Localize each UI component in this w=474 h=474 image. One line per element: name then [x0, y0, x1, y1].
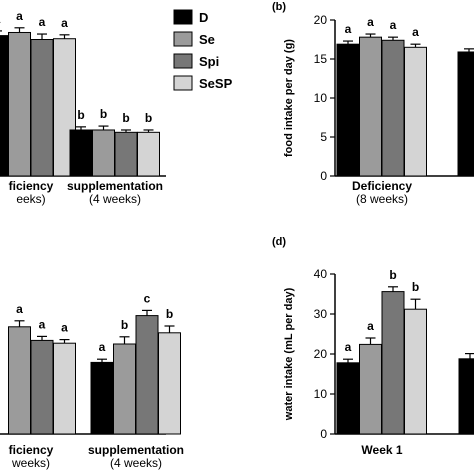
bar-D-1	[69, 129, 93, 177]
category-label: ficiency	[9, 443, 54, 457]
significance-letter: a	[345, 340, 352, 354]
y-tick-label: 20	[314, 13, 328, 27]
y-tick-label: 15	[314, 52, 328, 66]
bar-Spi-0	[30, 339, 54, 435]
significance-letter: a	[16, 302, 23, 316]
category-label: Deficiency	[352, 179, 412, 193]
panel-label: (b)	[272, 1, 286, 13]
bar-D-1	[457, 51, 474, 177]
category-label: ficiency	[9, 179, 54, 193]
bar-D-0	[0, 35, 9, 177]
y-tick-label: 40	[314, 267, 328, 281]
bar-D-1	[90, 361, 114, 435]
bar-Se-0	[359, 343, 382, 435]
legend-label-Se: Se	[199, 32, 215, 47]
significance-letter: a	[39, 15, 46, 29]
category-label: weeks)	[11, 456, 50, 470]
bar-SeSP-0	[53, 342, 76, 435]
significance-letter: a	[390, 18, 397, 32]
significance-letter: b	[166, 307, 173, 321]
bar-Se-0	[8, 326, 31, 435]
bar-Spi-0	[381, 291, 405, 435]
category-label: supplementation	[67, 179, 163, 193]
significance-letter: a	[0, 12, 1, 26]
bar-D-0	[336, 43, 360, 177]
legend: D Se Spi SeSP	[173, 9, 233, 91]
y-tick-label: 0	[320, 169, 327, 183]
bar-SeSP-0	[404, 46, 427, 177]
y-tick-label: 5	[320, 130, 327, 144]
significance-letter: a	[367, 319, 374, 333]
bar-Se-1	[113, 343, 136, 435]
y-tick-label: 30	[314, 307, 328, 321]
bar-Spi-0	[381, 39, 405, 177]
significance-letter: a	[367, 15, 374, 29]
significance-letter: b	[389, 268, 396, 282]
y-tick-label: 10	[314, 387, 328, 401]
bar-Se-0	[8, 31, 31, 177]
category-label: (4 weeks)	[89, 192, 141, 206]
significance-letter: b	[121, 318, 128, 332]
significance-letter: a	[99, 340, 106, 354]
bar-Se-0	[359, 36, 382, 177]
panel-b-chart: 0 5 10 15 20 food intake per day (g) (b) a a a a De…	[272, 1, 474, 206]
y-tick-label: 20	[314, 347, 328, 361]
bar-Spi-1	[114, 131, 138, 177]
y-tick-label: 10	[314, 91, 328, 105]
category-label: (4 weeks)	[110, 456, 162, 470]
category-label: (8 weeks)	[356, 192, 408, 206]
legend-label-Spi: Spi	[199, 54, 219, 69]
bar-Spi-0	[30, 39, 54, 177]
significance-letter: a	[412, 25, 419, 39]
bar-Spi-1	[135, 315, 159, 435]
significance-letter: b	[77, 108, 84, 122]
category-label: eeks)	[16, 192, 45, 206]
significance-letter: b	[145, 111, 152, 125]
bar-Se-1	[92, 129, 115, 177]
legend-label-D: D	[199, 10, 208, 25]
legend-label-SeSP: SeSP	[199, 76, 233, 91]
significance-letter: b	[412, 280, 419, 294]
legend-swatch-Se	[173, 31, 193, 47]
category-label: supplementation	[88, 443, 184, 457]
significance-letter: b	[122, 111, 129, 125]
significance-letter: a	[16, 9, 23, 23]
significance-letter: a	[61, 321, 68, 335]
bar-SeSP-1	[137, 131, 160, 177]
significance-letter: a	[345, 22, 352, 36]
bar-SeSP-0	[404, 308, 427, 435]
significance-letter: a	[39, 317, 46, 331]
y-axis-title: water intake (mL per day)	[283, 287, 295, 421]
bar-SeSP-1	[158, 332, 181, 435]
bar-D-1	[458, 358, 474, 435]
panel-label: (d)	[272, 236, 286, 248]
panel-d-chart: 0 10 20 30 40 water intake (mL per day) (d) a a b…	[272, 236, 474, 457]
bar-D-0	[336, 362, 360, 435]
significance-letter: b	[100, 107, 107, 121]
legend-swatch-D	[173, 9, 193, 25]
y-axis-title: food intake per day (g)	[283, 39, 295, 157]
significance-letter: c	[144, 291, 151, 305]
category-label: Week 1	[361, 443, 402, 457]
significance-letter: a	[61, 16, 68, 30]
y-tick-label: 0	[320, 427, 327, 441]
legend-swatch-SeSP	[173, 75, 193, 91]
legend-swatch-Spi	[173, 53, 193, 69]
